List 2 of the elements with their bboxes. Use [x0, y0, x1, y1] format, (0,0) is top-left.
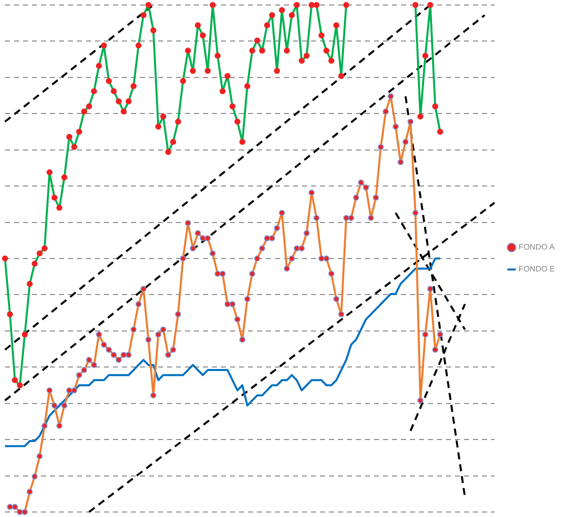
legend-label: FONDO E: [518, 264, 556, 274]
legend-label: FONDO A: [518, 242, 556, 252]
